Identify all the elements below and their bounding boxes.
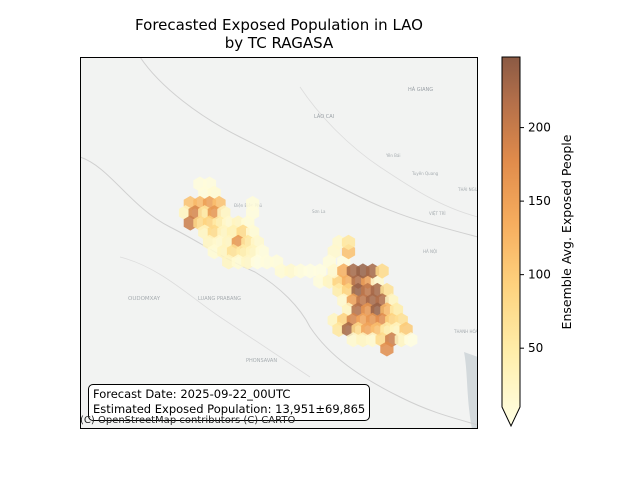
basemap-border (139, 57, 478, 238)
basemap-label: THANH HÓA (453, 329, 478, 334)
basemap-land (80, 57, 478, 429)
hexbin-cell (404, 332, 418, 348)
colorbar-ramp (501, 56, 521, 428)
chart-title: Forecasted Exposed Population in LAO by … (80, 16, 478, 52)
basemap-label: Sơn La (312, 209, 326, 214)
basemap-label: HÀ GIANG (408, 86, 433, 93)
colorbar-ticks: 50 100 150 200 (520, 121, 551, 355)
basemap-label: LÀO CAI (314, 113, 334, 120)
title-line-1: Forecasted Exposed Population in LAO (135, 16, 423, 34)
basemap-label: HÀ NỘI (423, 249, 437, 254)
basemap-label: Yên Bái (385, 153, 401, 158)
forecast-date-text: Forecast Date: 2025-09-22_00UTC (93, 387, 291, 401)
basemap-label: Tuyên Quang (411, 171, 439, 176)
exposed-population-text: Estimated Exposed Population: 13,951±69,… (93, 402, 366, 416)
colorbar-tick-label: 100 (528, 268, 551, 282)
colorbar-tick-label: 150 (528, 194, 551, 208)
forecast-info-box: Forecast Date: 2025-09-22_00UTC Estimate… (88, 384, 371, 421)
hexbin-cell (380, 341, 394, 357)
map-plot-area: HÀ GIANG LÀO CAI Yên Bái Tuyên Quang THÁ… (80, 57, 478, 429)
basemap-river (299, 86, 478, 218)
hexbin-cell (313, 263, 327, 279)
title-line-2: by TC RAGASA (224, 34, 334, 52)
basemap-border (80, 156, 478, 426)
colorbar-tick-label: 200 (528, 121, 551, 135)
basemap-water (464, 352, 478, 429)
plot-frame (80, 57, 478, 429)
basemap-label: PHONSAVAN (246, 358, 277, 364)
colorbar-tick-label: 50 (528, 341, 543, 355)
basemap-river (119, 256, 311, 378)
colorbar: 50 100 150 200 Ensemble Avg. Exposed People (501, 56, 574, 428)
basemap-label: VIỆT TRÌ (429, 211, 446, 216)
basemap-label: OUDOMXAY (128, 296, 161, 302)
colorbar-label: Ensemble Avg. Exposed People (559, 134, 574, 329)
basemap-label: LUANG PRABANG (198, 296, 241, 302)
map-attribution: (C) OpenStreetMap contributors (C) CARTO (80, 415, 296, 426)
hexbin-cell (375, 263, 389, 279)
basemap-label: THÁI NGUYÊN (457, 187, 478, 192)
hexbin-layer (178, 176, 418, 357)
hexbin-cell (341, 234, 356, 250)
